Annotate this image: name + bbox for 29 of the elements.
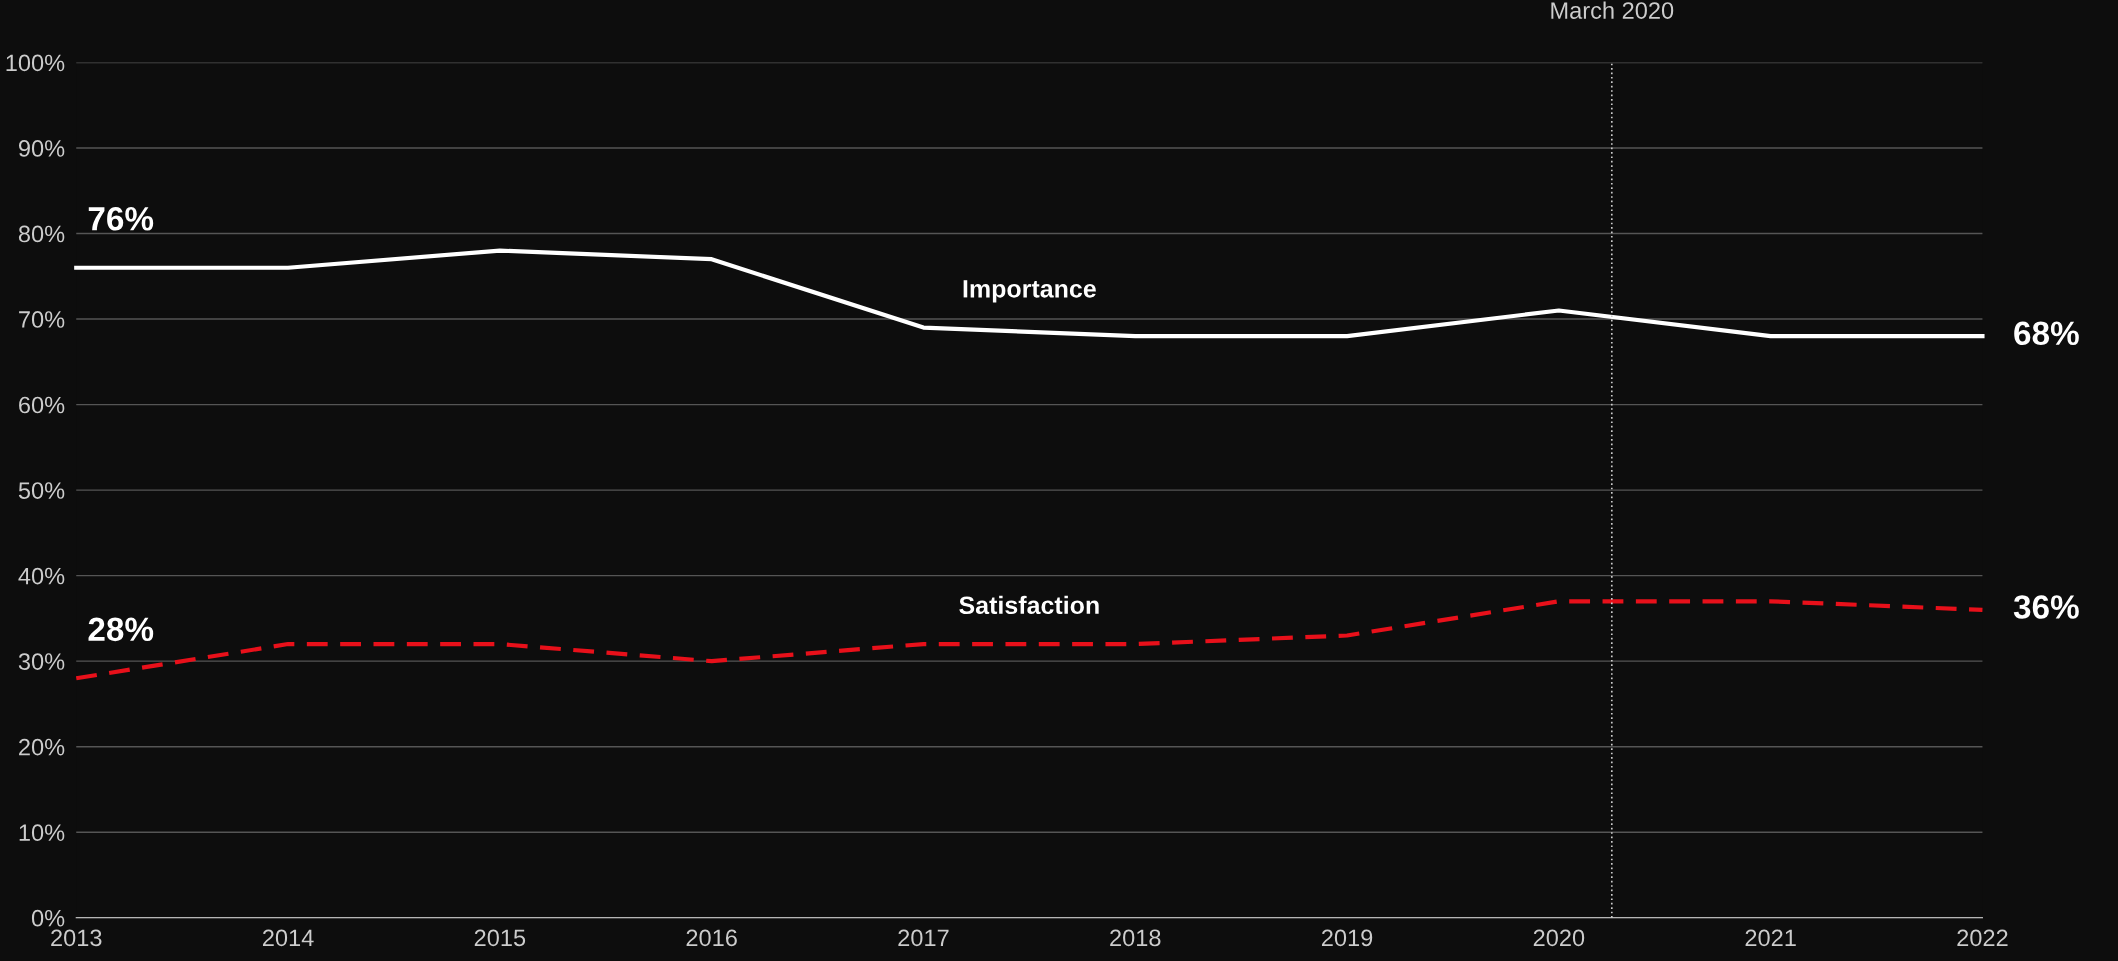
y-tick-label: 40%: [18, 567, 65, 585]
ref-line-label: March 2020: [1551, 1, 1674, 19]
y-tick-label: 50%: [18, 482, 65, 499]
data-label: 36%: [2013, 595, 2079, 619]
y-tick-label: 100%: [6, 54, 65, 72]
x-tick-label: 2013: [51, 929, 102, 947]
x-tick-label: 2020: [1533, 929, 1585, 947]
x-tick-label: 2014: [262, 929, 314, 947]
line-series: [74, 248, 1985, 339]
data-label: 28%: [88, 617, 154, 642]
data-label: 68%: [2014, 321, 2079, 346]
x-tick-label: 2016: [686, 929, 737, 947]
y-tick-label: 80%: [18, 225, 65, 243]
x-tick-label: 2017: [898, 929, 949, 947]
y-tick-label: 30%: [18, 653, 65, 670]
y-tick-label: 0%: [31, 909, 65, 927]
x-tick-label: 2019: [1321, 929, 1373, 947]
y-tick-label: 20%: [19, 738, 65, 756]
y-tick-label: 70%: [19, 311, 65, 328]
y-tick-label: 60%: [19, 396, 65, 414]
y-tick-label: 90%: [18, 140, 65, 157]
data-label: 76%: [88, 206, 154, 231]
x-tick-label: 2018: [1110, 929, 1161, 947]
series-label: Satisfaction: [959, 595, 1099, 615]
x-tick-label: 2022: [1957, 929, 2008, 947]
series-label: Importance: [963, 280, 1096, 303]
x-tick-label: 2015: [474, 929, 526, 947]
y-tick-label: 10%: [19, 824, 65, 842]
x-tick-label: 2021: [1745, 929, 1796, 947]
